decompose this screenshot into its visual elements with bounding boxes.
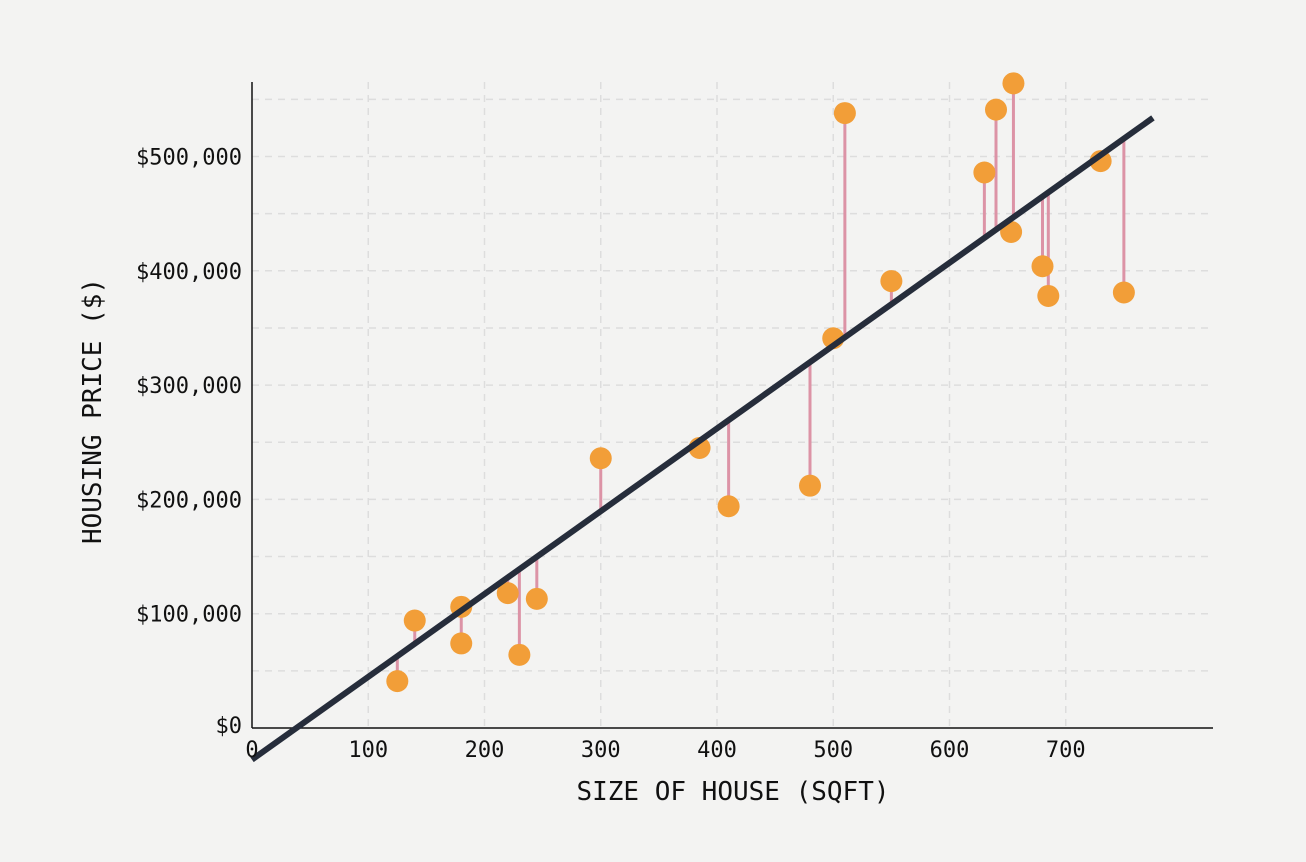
x-tick-labels: 0 100 200 300 400 500 600 700 <box>245 738 1085 763</box>
y-tick-label: $200,000 <box>136 488 242 513</box>
y-axis-title: HOUSING PRICE ($) <box>78 278 108 544</box>
axes <box>251 82 1213 729</box>
data-point <box>880 270 903 293</box>
y-tick-label: $500,000 <box>136 146 242 171</box>
y-tick-label: $300,000 <box>136 374 242 399</box>
x-tick-label: 200 <box>465 738 505 763</box>
data-point <box>717 495 740 518</box>
x-tick-label: 500 <box>813 738 853 763</box>
data-point <box>525 587 548 610</box>
data-point <box>973 161 996 184</box>
y-tick-label: $400,000 <box>136 260 242 285</box>
x-tick-label: 400 <box>697 738 737 763</box>
x-tick-label: 600 <box>930 738 970 763</box>
data-point <box>985 98 1007 121</box>
data-point <box>496 582 519 605</box>
y-tick-label: $0 <box>216 714 243 739</box>
x-tick-label: 300 <box>581 738 621 763</box>
data-point <box>1037 284 1060 307</box>
data-point <box>799 474 821 497</box>
data-point <box>589 447 612 470</box>
data-point <box>1002 72 1025 95</box>
x-tick-label: 700 <box>1046 738 1086 763</box>
data-points <box>386 72 1135 693</box>
data-point <box>1031 255 1054 278</box>
y-tick-labels: $0 $100,000 $200,000 $300,000 $400,000 $500,0… <box>136 146 242 740</box>
regression-line <box>250 115 1155 763</box>
data-point <box>403 609 426 632</box>
data-point <box>450 632 473 655</box>
data-point <box>833 102 856 125</box>
x-tick-label: 100 <box>348 738 388 763</box>
data-point <box>1112 281 1135 304</box>
x-axis-title: SIZE OF HOUSE (SQFT) <box>576 777 889 807</box>
data-point <box>508 643 531 666</box>
x-tick-label: 0 <box>245 738 258 763</box>
y-tick-label: $100,000 <box>136 603 242 628</box>
data-point <box>386 670 409 693</box>
